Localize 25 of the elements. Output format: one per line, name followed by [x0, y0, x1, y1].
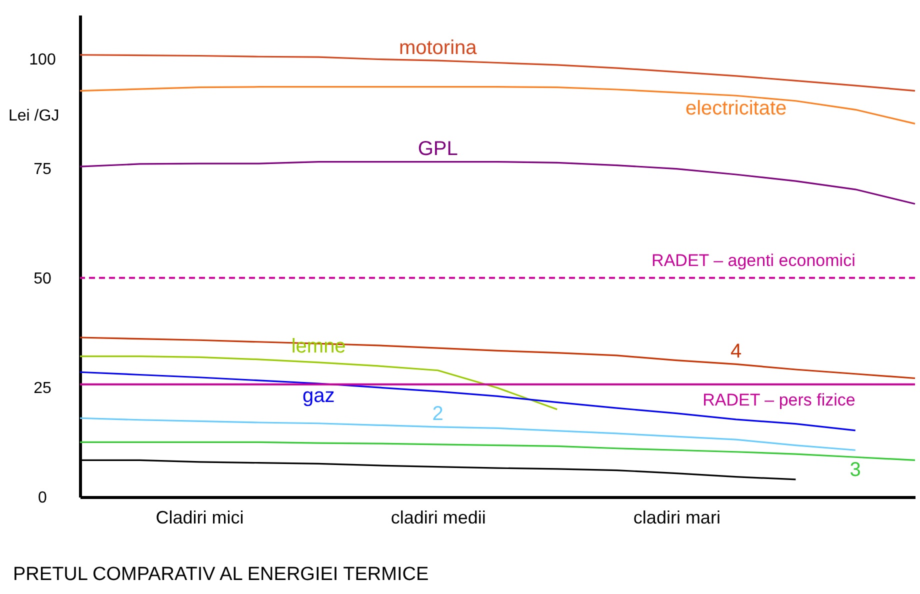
- line-series: [79, 86, 916, 124]
- series-label: gaz: [302, 385, 335, 408]
- y-axis-title: Lei /GJ: [8, 108, 60, 124]
- y-tick-label: 50: [34, 270, 52, 288]
- series-label: 3: [850, 458, 861, 481]
- ref-line-label: RADET – pers fizice: [702, 390, 856, 410]
- line-series: [79, 54, 916, 92]
- text: PRETUL COMPARATIV AL ENERGIEI TERMICE: [13, 564, 429, 585]
- ref-line-label: RADET – agenti economici: [652, 250, 856, 270]
- series-label: 2: [432, 403, 444, 426]
- line-series: [79, 336, 916, 380]
- y-tick-label: 75: [34, 160, 52, 178]
- x-tick-label: cladiri mari: [633, 508, 720, 528]
- series-label: 4: [730, 340, 742, 363]
- series-label: motorina: [398, 36, 478, 59]
- line-series: [79, 160, 916, 205]
- x-tick-label: Cladiri mici: [156, 508, 244, 528]
- y-tick-label: 25: [34, 380, 52, 397]
- y-tick-label: 100: [29, 51, 56, 68]
- x-tick-label: cladiri medii: [390, 508, 486, 528]
- y-tick-label: 0: [38, 490, 48, 506]
- series-label: electricitate: [685, 97, 787, 120]
- line-series: [79, 371, 856, 432]
- series-label: GPL: [418, 138, 458, 160]
- line-series: [79, 441, 916, 461]
